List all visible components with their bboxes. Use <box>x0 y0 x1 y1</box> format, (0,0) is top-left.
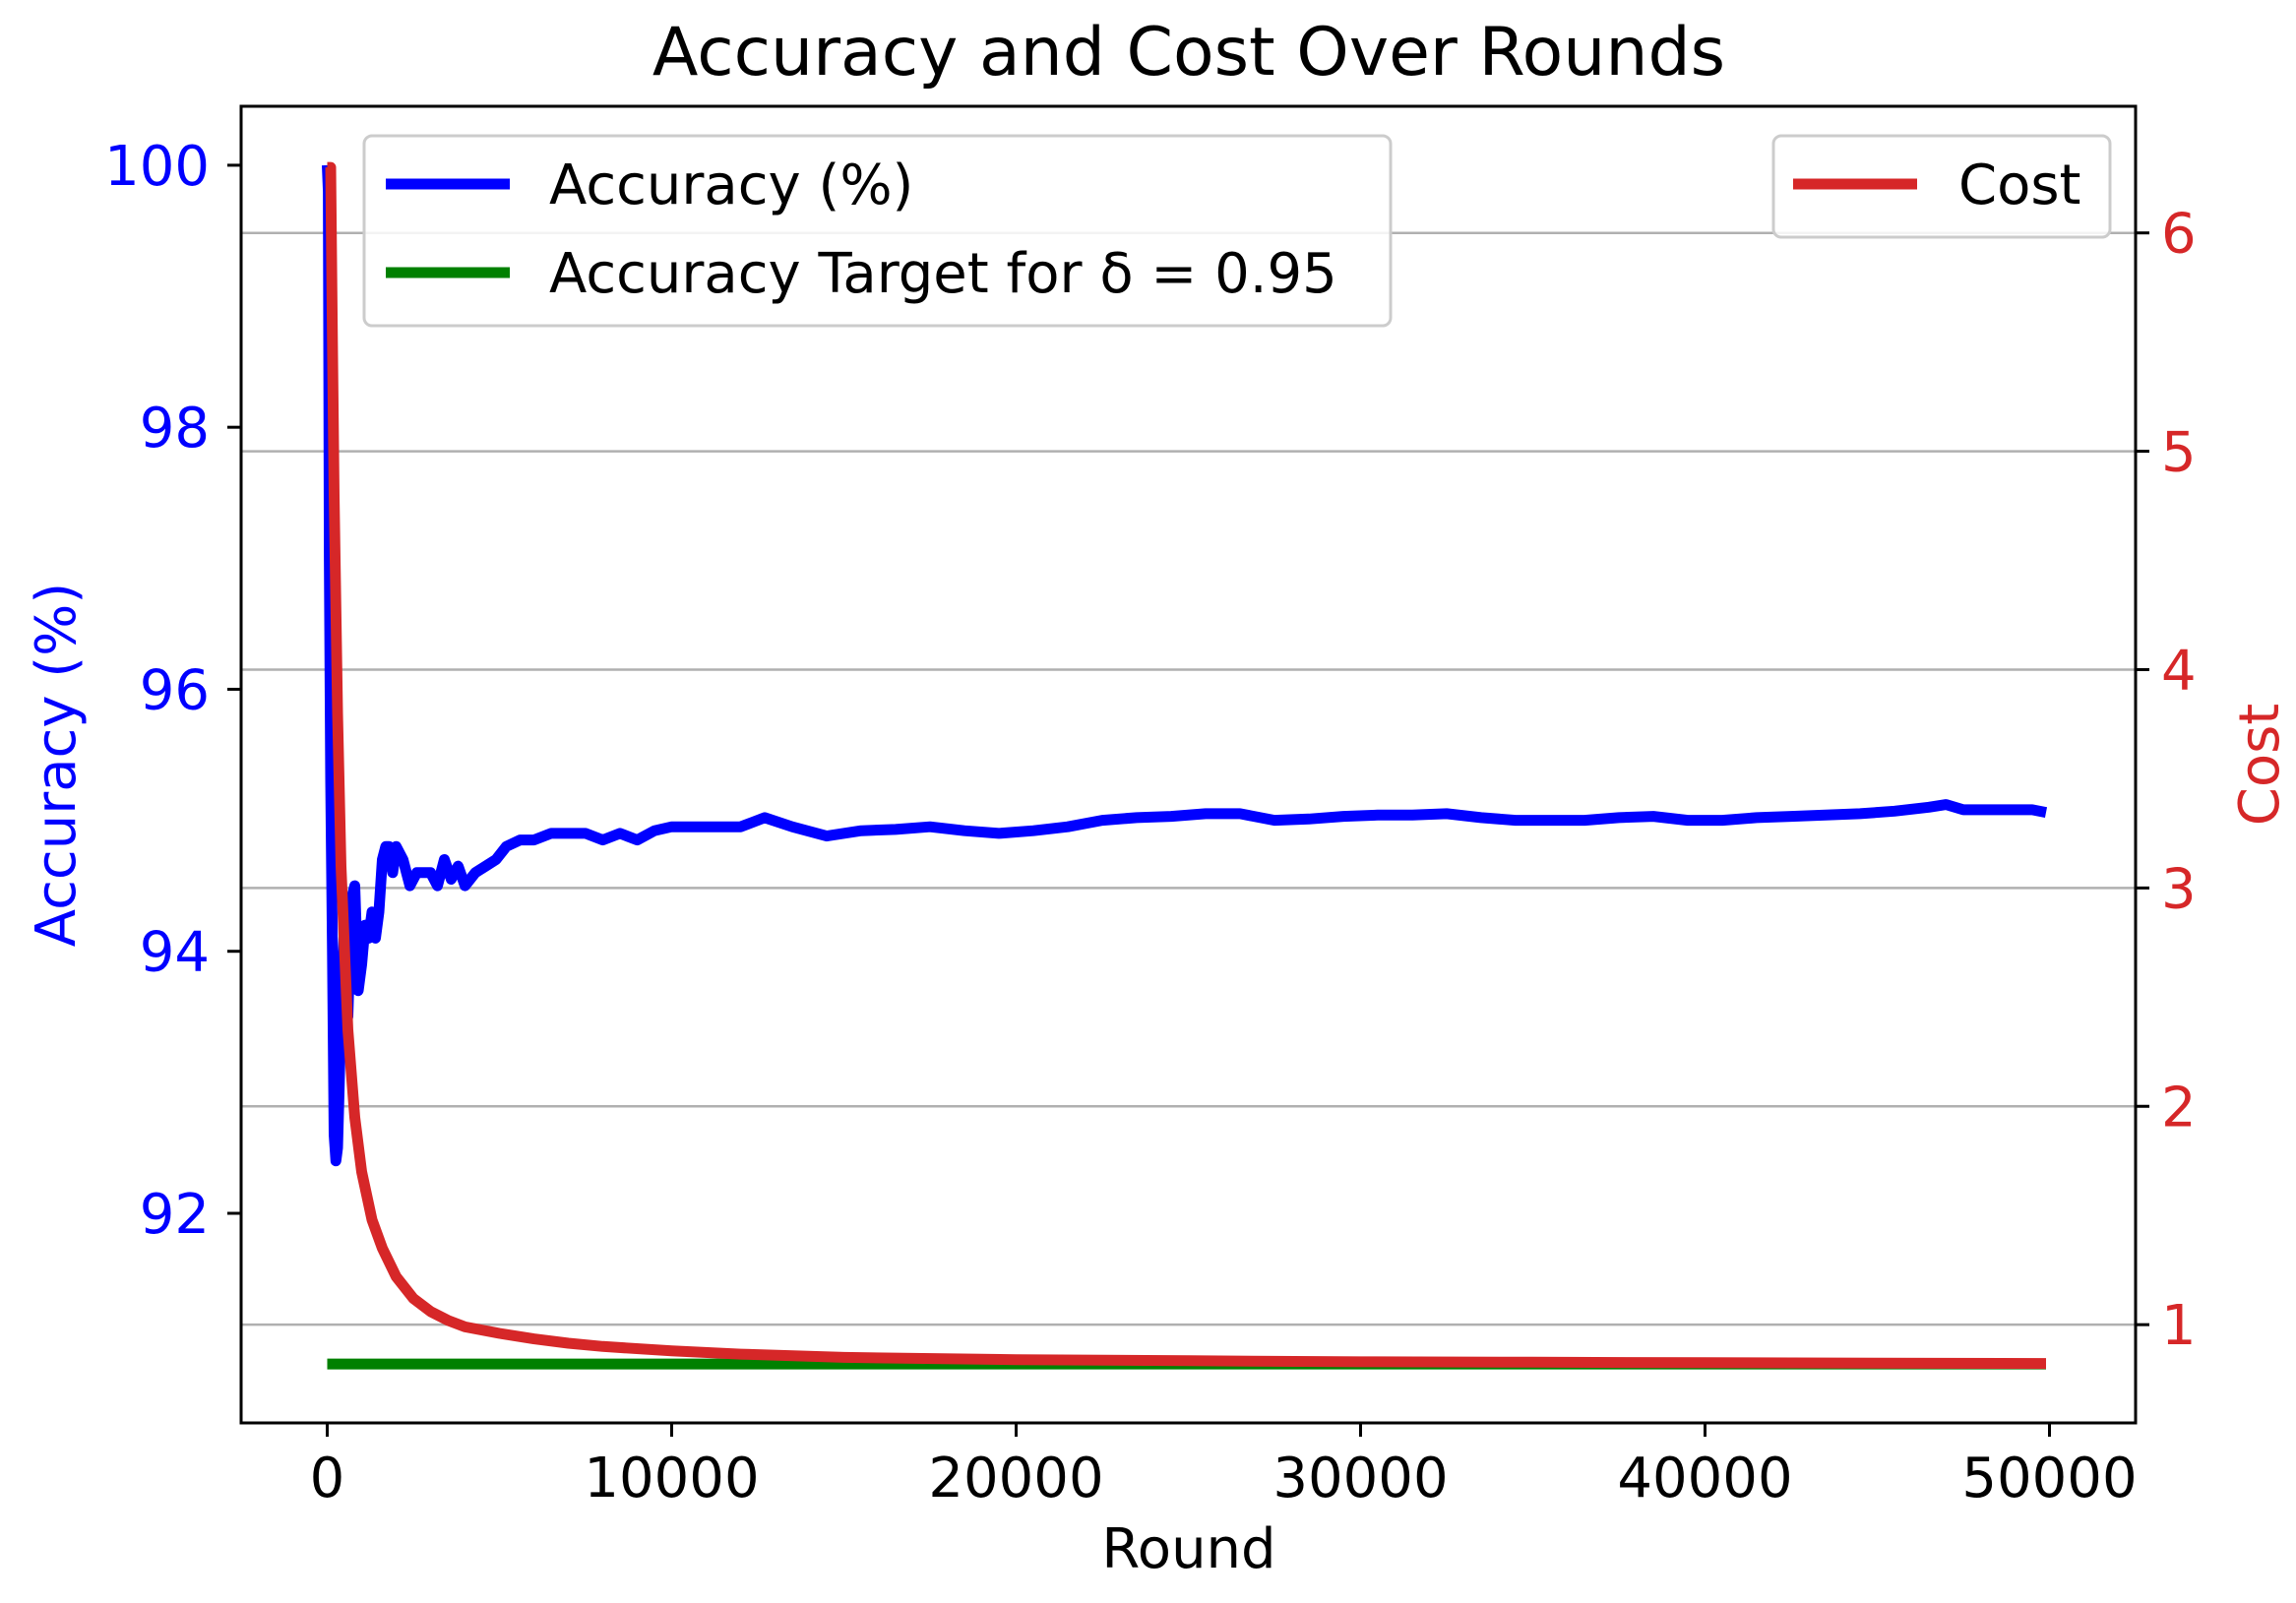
x-tick-label: 30000 <box>1272 1447 1448 1511</box>
right-tick-label: 5 <box>2161 421 2197 485</box>
legend-right: Cost <box>1771 134 2112 239</box>
legend-accuracy-label: Accuracy (%) <box>549 154 913 217</box>
right-tick-label: 4 <box>2161 639 2197 703</box>
x-axis-label: Round <box>1101 1517 1275 1581</box>
legend-left: Accuracy (%) Accuracy Target for δ = 0.9… <box>362 134 1393 328</box>
x-tick-label: 10000 <box>584 1447 759 1511</box>
accuracy-line <box>322 164 2048 1167</box>
left-tick-label: 92 <box>140 1183 210 1247</box>
legend-left-box <box>362 134 1393 328</box>
right-tick-label: 6 <box>2161 203 2197 267</box>
x-tick-label: 0 <box>310 1447 345 1511</box>
right-tick-label: 2 <box>2161 1076 2197 1140</box>
right-axis-ticks: 1 2 3 4 5 6 <box>2136 203 2197 1358</box>
series-layer <box>322 161 2048 1370</box>
legend-right-box <box>1771 134 2112 239</box>
right-tick-label: 3 <box>2161 857 2197 921</box>
left-tick-label: 100 <box>104 135 210 199</box>
left-axis-ticks: 92 94 96 98 100 <box>104 135 241 1247</box>
left-tick-label: 96 <box>140 658 210 722</box>
left-tick-label: 98 <box>140 397 210 461</box>
x-tick-label: 20000 <box>928 1447 1103 1511</box>
left-axis-label: Accuracy (%) <box>25 583 89 947</box>
right-axis-label: Cost <box>2228 704 2292 827</box>
x-axis-ticks: 0 10000 20000 30000 40000 50000 <box>310 1423 2138 1511</box>
legend-cost-label: Cost <box>1958 154 2081 217</box>
legend-target-label: Accuracy Target for δ = 0.95 <box>549 242 1337 306</box>
right-tick-label: 1 <box>2161 1294 2197 1358</box>
cost-line <box>323 161 2047 1370</box>
plot-frame <box>239 104 2138 1425</box>
x-tick-label: 40000 <box>1617 1447 1792 1511</box>
x-tick-label: 50000 <box>1961 1447 2137 1511</box>
chart-title: Accuracy and Cost Over Rounds <box>652 14 1725 92</box>
left-tick-label: 94 <box>140 921 210 985</box>
